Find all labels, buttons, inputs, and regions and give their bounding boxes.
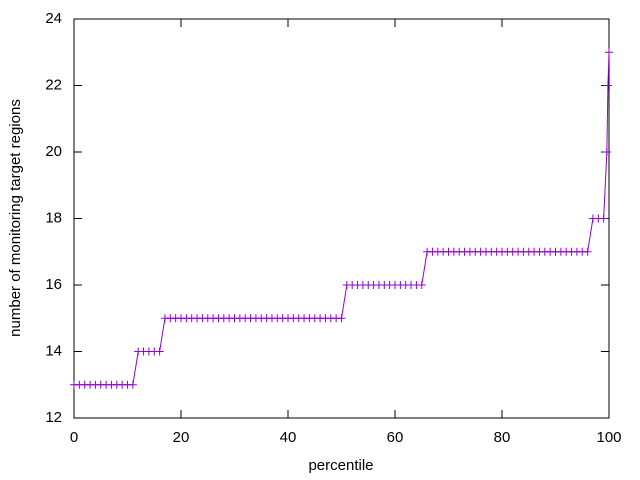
x-tick-label: 40 [280, 429, 297, 446]
plot-border [73, 18, 610, 419]
x-tick-label: 100 [596, 429, 621, 446]
data-point [603, 81, 612, 90]
y-tick-label: 18 [45, 209, 62, 226]
data-point [417, 281, 426, 289]
data-point [605, 48, 613, 57]
x-tick-label: 80 [494, 429, 511, 446]
x-tick-label: 20 [173, 429, 190, 446]
y-tick-label: 22 [45, 76, 62, 93]
y-axis-label: number of monitoring target regions [7, 99, 24, 337]
y-tick-label: 14 [45, 342, 62, 359]
data-point [128, 380, 137, 389]
data-point [337, 314, 346, 323]
data-line [74, 52, 610, 386]
x-axis-label: percentile [308, 457, 373, 474]
data-point [599, 214, 608, 223]
x-tick-label: 60 [387, 429, 404, 446]
data-point [583, 247, 592, 256]
y-tick-label: 16 [45, 276, 62, 293]
data-point [155, 347, 164, 356]
y-tick-label: 12 [45, 409, 62, 426]
y-tick-label: 24 [45, 10, 62, 27]
y-tick-label: 20 [45, 143, 62, 160]
data-point [602, 148, 611, 156]
x-tick-label: 0 [70, 429, 78, 446]
